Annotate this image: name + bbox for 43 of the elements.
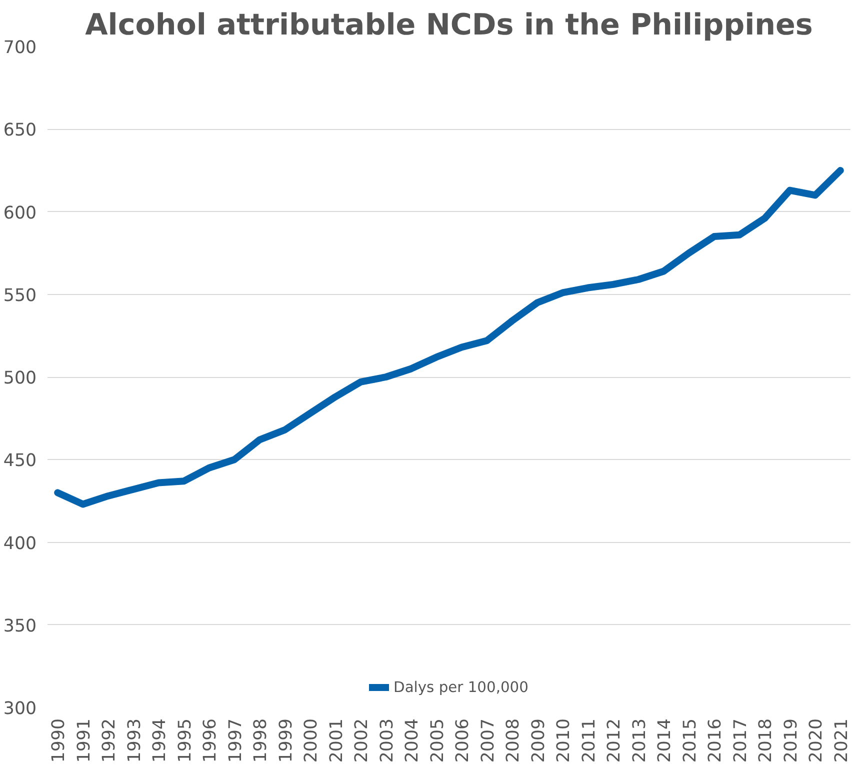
y-tick-label: 700 [3, 38, 37, 58]
x-tick-label: 1992 [100, 718, 120, 763]
x-tick-label: 2009 [528, 718, 549, 763]
x-tick-label: 1993 [124, 718, 145, 763]
x-tick-label: 1999 [276, 718, 296, 763]
x-tick-label: 2010 [554, 718, 574, 763]
x-tick-label: 2014 [655, 718, 676, 763]
x-tick-label: 1997 [226, 718, 246, 763]
x-tick-label: 2007 [478, 718, 498, 763]
x-tick-label: 1994 [150, 718, 170, 763]
x-tick-label: 2005 [428, 718, 448, 763]
x-tick-label: 2012 [604, 718, 625, 763]
y-tick-label: 450 [3, 451, 37, 472]
x-tick-label: 2002 [352, 718, 372, 763]
x-tick-label: 2008 [504, 718, 524, 763]
x-tick-label: 2013 [630, 718, 650, 763]
x-tick-label: 2021 [832, 718, 852, 763]
y-tick-label: 650 [3, 120, 37, 141]
x-tick-label: 2019 [781, 718, 802, 763]
x-tick-label: 1991 [74, 718, 94, 763]
y-tick-label: 400 [3, 534, 37, 554]
x-tick-label: 2011 [579, 718, 600, 763]
x-tick-label: 1995 [175, 718, 196, 763]
x-tick-label: 2017 [730, 718, 751, 763]
x-tick-label: 1998 [251, 718, 272, 763]
y-tick-label: 300 [3, 699, 37, 719]
y-tick-label: 500 [3, 368, 37, 388]
y-tick-label: 600 [3, 203, 37, 224]
legend-label: Dalys per 100,000 [394, 678, 528, 696]
x-tick-label: 2015 [680, 718, 700, 763]
x-tick-label: 2000 [302, 718, 322, 763]
x-tick-label: 2006 [453, 718, 474, 763]
y-tick-label: 350 [3, 616, 37, 636]
x-tick-label: 1996 [200, 718, 221, 763]
y-tick-label: 550 [3, 286, 37, 306]
x-tick-label: 2004 [402, 718, 423, 763]
x-tick-label: 2016 [706, 718, 726, 763]
chart-title: Alcohol attributable NCDs in the Philippines [85, 8, 813, 42]
x-tick-label: 2003 [377, 718, 398, 763]
x-tick-label: 2001 [326, 718, 347, 763]
x-tick-label: 2020 [806, 718, 827, 763]
x-tick-label: 2018 [756, 718, 776, 763]
x-tick-label: 1990 [49, 718, 70, 763]
